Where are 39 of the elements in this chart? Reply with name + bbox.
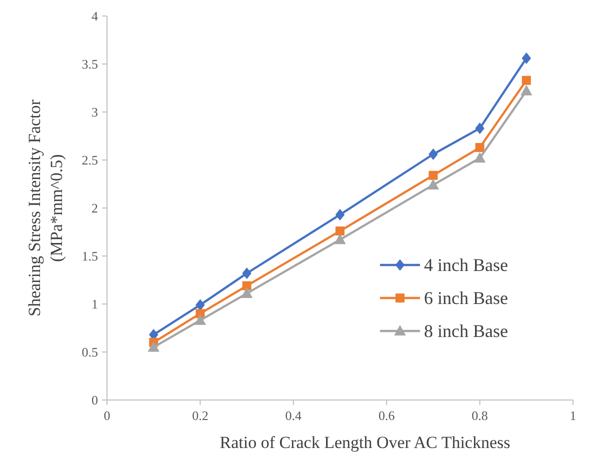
- point: [336, 226, 344, 236]
- point: [475, 143, 484, 152]
- y-axis-title: Shearing Stress Intensity Factor (MPa*mm^0.5): [25, 99, 66, 316]
- x-tick-label: 0: [104, 408, 110, 423]
- legend-label: 4 inch Base: [424, 255, 508, 275]
- x-tick-label: 0.8: [472, 408, 488, 423]
- point: [242, 281, 252, 290]
- point: [334, 234, 346, 244]
- y-tick-label: 2: [92, 200, 98, 216]
- point: [520, 85, 532, 96]
- x-tick-label: 0.6: [378, 408, 396, 423]
- point: [148, 342, 160, 352]
- y-tick-label: 3: [92, 104, 98, 120]
- point: [474, 152, 486, 163]
- point: [196, 299, 205, 310]
- y-tick-label: 0: [92, 392, 98, 408]
- x-tick-label: 1: [570, 408, 576, 423]
- point: [336, 209, 344, 220]
- x-tick-label: 0.2: [192, 408, 208, 423]
- x-axis-title: Ratio of Crack Length Over AC Thickness: [220, 433, 510, 452]
- legend-label: 8 inch Base: [424, 321, 508, 341]
- legend-label: 6 inch Base: [424, 288, 508, 308]
- y-tick-label: 1.5: [82, 248, 98, 264]
- y-tick-label: 0.5: [82, 344, 98, 360]
- point: [522, 52, 531, 64]
- y-tick-label: 4: [92, 8, 98, 24]
- y-tick-label: 2.5: [82, 152, 98, 168]
- point: [196, 309, 205, 318]
- point: [428, 148, 438, 160]
- y-tick-label: 3.5: [82, 56, 98, 72]
- y-tick-label: 1: [92, 296, 98, 312]
- point: [428, 170, 438, 180]
- point: [428, 179, 439, 190]
- point: [194, 314, 206, 325]
- point: [522, 76, 531, 85]
- point: [475, 122, 484, 134]
- point: [242, 268, 252, 279]
- point: [241, 288, 252, 298]
- x-tick-label: 0.4: [285, 408, 302, 423]
